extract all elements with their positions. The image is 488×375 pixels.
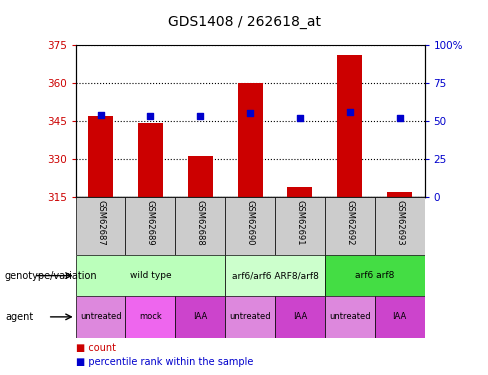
Text: genotype/variation: genotype/variation xyxy=(5,271,98,280)
Text: GSM62691: GSM62691 xyxy=(295,200,305,245)
Bar xyxy=(275,197,325,255)
Bar xyxy=(275,296,325,338)
Bar xyxy=(225,197,275,255)
Text: mock: mock xyxy=(139,312,162,321)
Bar xyxy=(225,296,275,338)
Point xyxy=(396,115,404,121)
Bar xyxy=(125,197,175,255)
Bar xyxy=(375,197,425,255)
Bar xyxy=(287,187,312,197)
Point xyxy=(246,110,254,116)
Point xyxy=(346,109,354,115)
Bar xyxy=(175,197,225,255)
Text: untreated: untreated xyxy=(229,312,271,321)
Bar xyxy=(337,55,362,197)
Text: agent: agent xyxy=(5,312,33,322)
Text: GSM62688: GSM62688 xyxy=(196,200,205,246)
Bar xyxy=(325,296,375,338)
Bar xyxy=(138,123,163,197)
Bar xyxy=(76,197,125,255)
Text: arf6 arf8: arf6 arf8 xyxy=(355,271,394,280)
Point xyxy=(296,115,304,121)
Text: GSM62689: GSM62689 xyxy=(146,200,155,245)
Bar xyxy=(325,255,425,296)
Bar xyxy=(76,296,125,338)
Text: arf6/arf6 ARF8/arf8: arf6/arf6 ARF8/arf8 xyxy=(232,271,319,280)
Text: IAA: IAA xyxy=(293,312,307,321)
Point xyxy=(146,113,154,119)
Bar xyxy=(387,192,412,197)
Text: GSM62692: GSM62692 xyxy=(346,200,354,245)
Bar xyxy=(76,255,225,296)
Text: GSM62693: GSM62693 xyxy=(395,200,404,245)
Text: GSM62690: GSM62690 xyxy=(245,200,255,245)
Text: IAA: IAA xyxy=(193,312,207,321)
Bar xyxy=(225,255,325,296)
Text: ■ count: ■ count xyxy=(76,343,116,352)
Point xyxy=(97,112,104,118)
Text: wild type: wild type xyxy=(130,271,171,280)
Text: ■ percentile rank within the sample: ■ percentile rank within the sample xyxy=(76,357,253,367)
Point xyxy=(196,113,204,119)
Bar xyxy=(175,296,225,338)
Bar xyxy=(188,156,213,197)
Bar xyxy=(125,296,175,338)
Text: GSM62687: GSM62687 xyxy=(96,200,105,246)
Bar xyxy=(88,116,113,197)
Bar xyxy=(238,83,263,197)
Bar xyxy=(325,197,375,255)
Text: untreated: untreated xyxy=(80,312,122,321)
Text: GDS1408 / 262618_at: GDS1408 / 262618_at xyxy=(167,15,321,29)
Text: IAA: IAA xyxy=(392,312,407,321)
Text: untreated: untreated xyxy=(329,312,370,321)
Bar xyxy=(375,296,425,338)
